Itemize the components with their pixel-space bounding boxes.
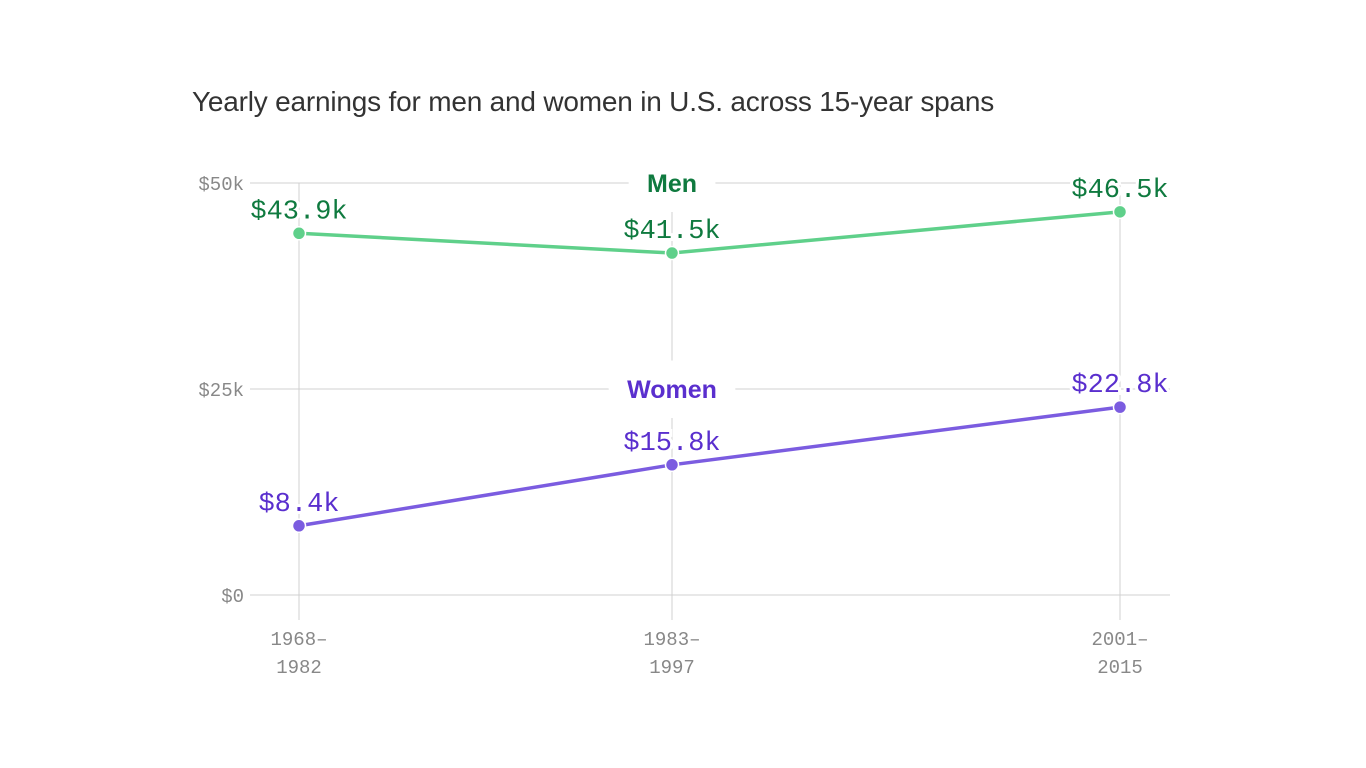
series-line (298, 405, 1121, 528)
x-tick-label: 1983– (643, 629, 700, 651)
data-point (291, 226, 307, 241)
chart-title: Yearly earnings for men and women in U.S… (192, 86, 995, 117)
series-label: Men (647, 170, 697, 198)
data-label: $43.9k (250, 197, 347, 227)
y-tick-label: $25k (198, 380, 244, 402)
data-point (1112, 204, 1128, 220)
y-tick-label: $0 (221, 586, 244, 608)
data-point (664, 457, 680, 473)
data-point (664, 245, 680, 261)
data-label: $41.5k (623, 217, 720, 247)
data-label: $8.4k (258, 490, 339, 520)
x-tick-label: 1982 (276, 657, 322, 679)
x-tick-label: 2015 (1097, 657, 1143, 679)
y-tick-label: $50k (198, 174, 244, 196)
x-tick-label: 1968– (270, 629, 327, 651)
x-tick-label: 2001– (1091, 629, 1148, 651)
x-tick-label: 1997 (649, 657, 695, 679)
data-point (291, 518, 307, 534)
data-label: $15.8k (623, 429, 720, 459)
data-label: $22.8k (1071, 371, 1168, 401)
data-point (1112, 399, 1128, 415)
data-label: $46.5k (1071, 176, 1168, 206)
series-label: Women (627, 376, 717, 404)
